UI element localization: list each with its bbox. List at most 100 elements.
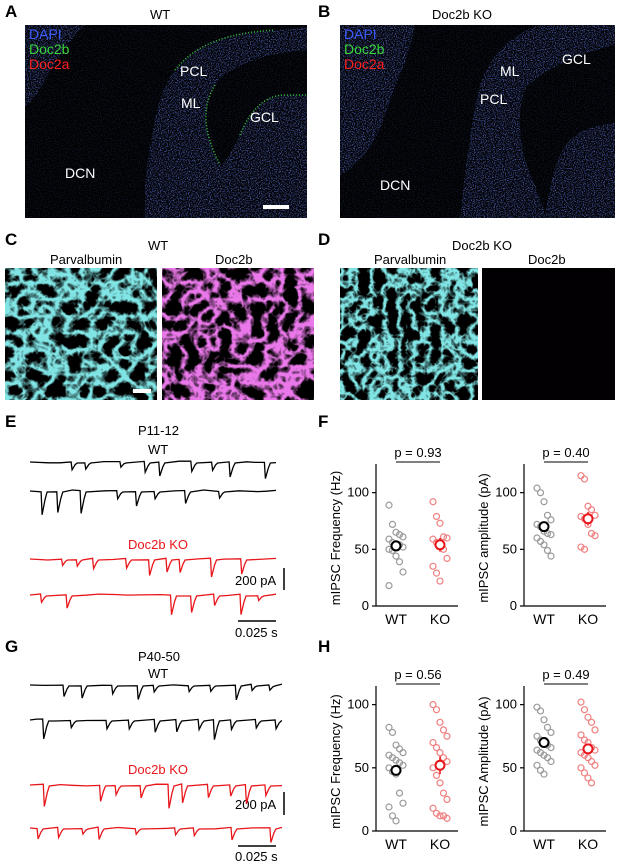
data-point	[385, 582, 393, 590]
panel-label-h: H	[318, 637, 331, 656]
y-tick-label: 0	[510, 598, 517, 613]
panel-e-wt-label: WT	[148, 442, 169, 457]
data-point	[439, 726, 448, 734]
legend-doc2b: Doc2b	[29, 41, 70, 57]
data-point	[436, 749, 444, 757]
data-point	[547, 728, 555, 737]
mean-marker	[434, 759, 446, 771]
data-point	[443, 757, 451, 766]
data-point	[540, 716, 548, 724]
panel-label-g: G	[5, 637, 19, 656]
data-point	[536, 707, 545, 715]
data-point	[587, 779, 596, 787]
data-point	[388, 728, 397, 737]
data-point	[429, 562, 437, 570]
data-point	[443, 732, 451, 740]
scale-bar	[263, 205, 289, 209]
data-point	[432, 569, 441, 577]
data-point	[443, 554, 451, 562]
panel-c-title: WT	[148, 238, 169, 253]
data-point	[395, 789, 404, 797]
data-point	[536, 766, 545, 774]
wt-trace-2	[29, 718, 283, 740]
mean-marker	[390, 764, 402, 776]
x-tick-label: KO	[430, 836, 450, 852]
x-tick-label: KO	[578, 836, 598, 852]
region-dcn: DCN	[380, 177, 411, 193]
panel-e-scale-x: 0.025 s	[235, 625, 278, 640]
region-ml: ML	[181, 95, 201, 111]
data-point	[543, 511, 552, 519]
mean-marker	[390, 540, 402, 552]
data-point	[385, 803, 393, 811]
y-axis-label: mIPSC Frequency (Hz)	[328, 694, 343, 828]
data-point	[533, 761, 541, 769]
legend-doc2a: Doc2a	[344, 56, 385, 72]
data-point	[580, 706, 589, 714]
data-point	[547, 516, 555, 524]
data-point	[429, 498, 437, 506]
legend-doc2a: Doc2a	[29, 56, 70, 72]
data-point	[399, 799, 407, 807]
data-point	[587, 506, 596, 514]
wt-trace-2	[29, 489, 277, 515]
data-point	[580, 545, 589, 553]
data-point	[436, 812, 444, 820]
y-tick-label: 100	[347, 485, 369, 500]
data-point	[429, 701, 437, 709]
data-point	[533, 484, 541, 492]
data-point	[584, 774, 592, 782]
data-point	[543, 546, 552, 555]
panel-g-ko-label: Doc2b KO	[128, 762, 188, 777]
data-point	[540, 541, 548, 549]
panel-a-image	[25, 25, 307, 218]
panel-label-e: E	[5, 412, 17, 431]
data-point	[533, 732, 541, 740]
panel-g-scale-x: 0.025 s	[235, 849, 278, 864]
data-point	[385, 723, 393, 731]
data-point	[580, 475, 589, 483]
panel-d-title: Doc2b KO	[452, 238, 512, 253]
data-point	[392, 552, 400, 560]
mean-marker	[434, 539, 446, 551]
panel-b-micrograph: DAPI Doc2b Doc2a ML GCL PCL DCN	[340, 25, 615, 218]
data-point	[577, 764, 585, 772]
data-point	[547, 552, 555, 560]
panel-e-scale-y: 200 pA	[235, 573, 277, 588]
data-point	[388, 520, 397, 529]
x-tick-label: WT	[385, 611, 407, 627]
panel-label-b: B	[318, 2, 331, 21]
p-value-label: p = 0.49	[542, 667, 589, 682]
p-value-label: p = 0.56	[394, 667, 441, 682]
x-tick-label: WT	[385, 836, 407, 852]
y-tick-label: 50	[503, 760, 517, 775]
panel-b-title: Doc2b KO	[432, 7, 492, 22]
chart-f-left: mIPSC Frequency (Hz) 0 50 100 WT KO p = 0.93	[328, 445, 458, 627]
panel-a-micrograph: DAPI Doc2b Doc2a PCL ML GCL DCN	[25, 25, 307, 218]
panel-d-left-label: Parvalbumin	[374, 252, 447, 267]
region-gcl: GCL	[250, 109, 279, 125]
y-tick-label: 50	[355, 541, 369, 556]
mean-marker	[538, 521, 550, 533]
ko-trace-1	[29, 783, 283, 809]
chart-h-right: mIPSC Amplitude (pA) 0 50 100 WT KO p = 0.49	[476, 667, 606, 852]
data-point	[591, 532, 599, 540]
panel-b-image	[340, 25, 615, 218]
data-point	[577, 731, 585, 739]
region-gcl: GCL	[562, 51, 591, 67]
data-point	[439, 789, 448, 797]
data-point	[547, 757, 555, 766]
data-point	[399, 761, 407, 769]
data-point	[547, 743, 555, 752]
data-point	[543, 723, 552, 731]
data-point	[395, 558, 404, 566]
ko-trace-1	[29, 557, 277, 578]
doc2b-ko-image	[482, 268, 615, 400]
region-pcl: PCL	[480, 91, 508, 107]
y-axis-label: mIPSC Amplitude (pA)	[476, 696, 491, 826]
panel-c-right-label: Doc2b	[215, 252, 253, 267]
p-value-label: p = 0.93	[394, 445, 441, 460]
